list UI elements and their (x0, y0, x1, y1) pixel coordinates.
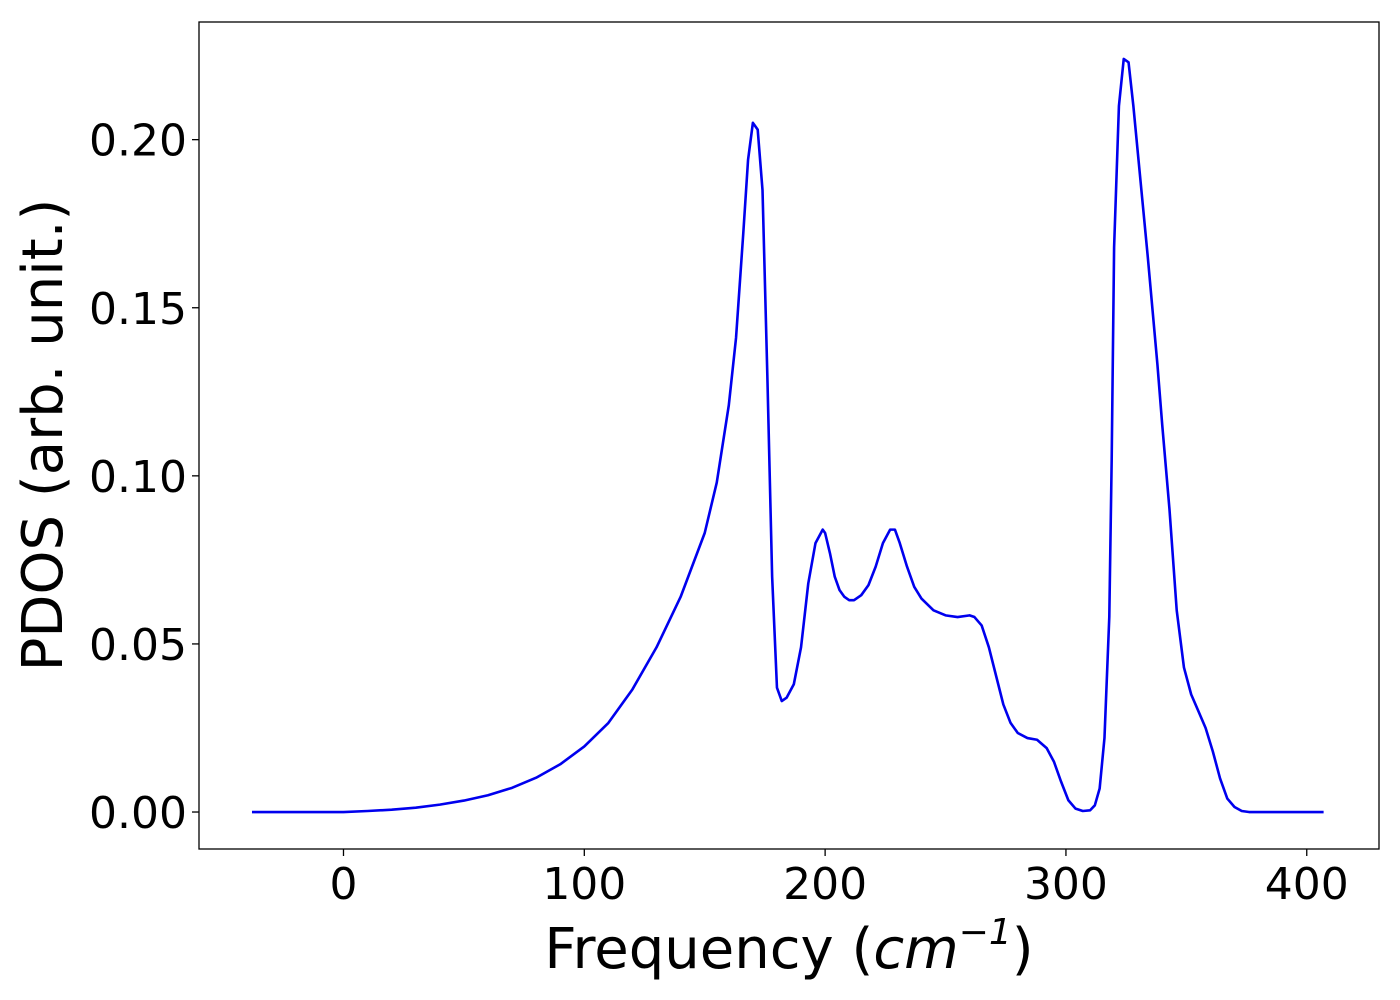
y-tick-label: 0.00 (89, 788, 187, 839)
pdos-series-line (251, 57, 1324, 814)
y-tick-label: 0.15 (89, 284, 187, 335)
y-axis: 0.00 0.05 0.10 0.15 0.20 (89, 116, 199, 839)
x-tick-label: 200 (783, 859, 867, 910)
y-tick-label: 0.05 (89, 620, 187, 671)
y-tick-label: 0.10 (89, 452, 187, 503)
x-axis-label: Frequency (cm−1) (544, 912, 1033, 982)
y-tick-label: 0.20 (89, 116, 187, 167)
x-axis: 0 100 200 300 400 (329, 849, 1349, 910)
x-tick-label: 300 (1024, 859, 1108, 910)
y-axis-label: PDOS (arb. unit.) (11, 199, 76, 672)
x-tick-label: 100 (542, 859, 626, 910)
x-tick-label: 0 (329, 859, 357, 910)
x-tick-label: 400 (1265, 859, 1349, 910)
plot-frame (198, 21, 1380, 850)
